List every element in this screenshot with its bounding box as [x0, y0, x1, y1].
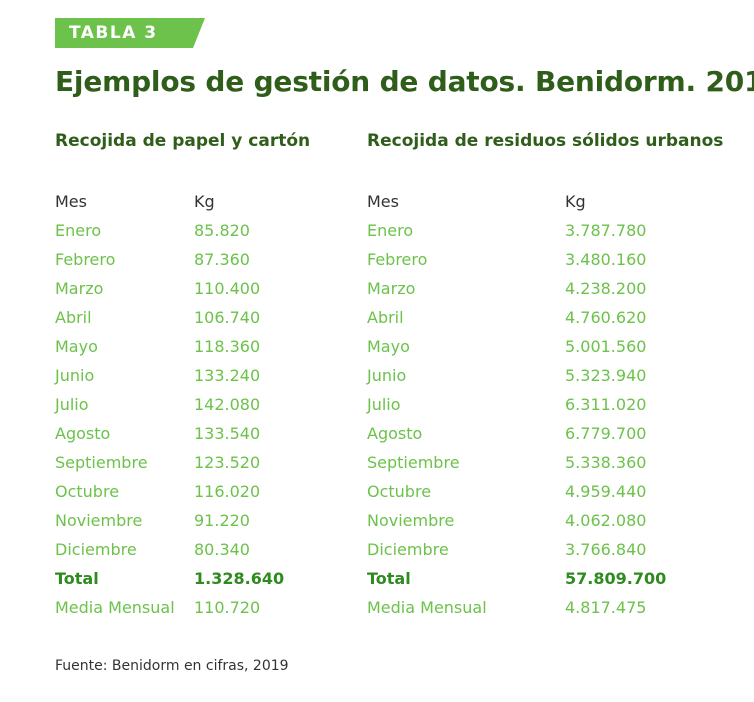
average-label: Media Mensual — [55, 598, 175, 617]
column-header-kg: Kg — [565, 192, 586, 211]
month-cell: Febrero — [367, 250, 428, 269]
kg-cell: 110.400 — [194, 279, 261, 298]
month-cell: Octubre — [367, 482, 432, 501]
month-cell: Noviembre — [367, 511, 455, 530]
month-cell: Abril — [367, 308, 404, 327]
month-cell: Julio — [367, 395, 401, 414]
kg-cell: 3.787.780 — [565, 221, 647, 240]
kg-cell: 123.520 — [194, 453, 261, 472]
kg-cell: 87.360 — [194, 250, 250, 269]
total-value: 57.809.700 — [565, 569, 667, 588]
kg-cell: 5.323.940 — [565, 366, 647, 385]
kg-cell: 6.779.700 — [565, 424, 647, 443]
month-cell: Noviembre — [55, 511, 143, 530]
month-cell: Febrero — [55, 250, 116, 269]
source-note: Fuente: Benidorm en cifras, 2019 — [55, 658, 289, 674]
column-header-month: Mes — [55, 192, 87, 211]
average-label: Media Mensual — [367, 598, 487, 617]
month-cell: Agosto — [55, 424, 111, 443]
average-value: 4.817.475 — [565, 598, 647, 617]
month-cell: Julio — [55, 395, 89, 414]
kg-cell: 91.220 — [194, 511, 250, 530]
total-label: Total — [367, 569, 411, 588]
month-cell: Diciembre — [55, 540, 137, 559]
kg-cell: 116.020 — [194, 482, 261, 501]
kg-cell: 5.338.360 — [565, 453, 647, 472]
kg-cell: 3.480.160 — [565, 250, 647, 269]
kg-cell: 142.080 — [194, 395, 261, 414]
month-cell: Diciembre — [367, 540, 449, 559]
kg-cell: 80.340 — [194, 540, 250, 559]
month-cell: Junio — [55, 366, 95, 385]
month-cell: Enero — [55, 221, 102, 240]
kg-cell: 3.766.840 — [565, 540, 647, 559]
kg-cell: 4.238.200 — [565, 279, 647, 298]
total-value: 1.328.640 — [194, 569, 285, 588]
month-cell: Octubre — [55, 482, 120, 501]
month-cell: Junio — [367, 366, 407, 385]
kg-cell: 118.360 — [194, 337, 261, 356]
section-title-waste: Recojida de residuos sólidos urbanos — [367, 131, 724, 151]
section-title-paper: Recojida de papel y cartón — [55, 131, 311, 151]
table-number-badge: TABLA 3 — [55, 18, 205, 48]
page-title: Ejemplos de gestión de datos. Benidorm. … — [55, 65, 754, 98]
kg-cell: 4.062.080 — [565, 511, 647, 530]
month-cell: Mayo — [55, 337, 98, 356]
month-cell: Septiembre — [367, 453, 460, 472]
kg-cell: 85.820 — [194, 221, 250, 240]
kg-cell: 5.001.560 — [565, 337, 647, 356]
month-cell: Septiembre — [55, 453, 148, 472]
column-header-kg: Kg — [194, 192, 215, 211]
column-header-month: Mes — [367, 192, 399, 211]
month-cell: Marzo — [55, 279, 104, 298]
kg-cell: 4.760.620 — [565, 308, 647, 327]
total-label: Total — [55, 569, 99, 588]
month-cell: Abril — [55, 308, 92, 327]
kg-cell: 106.740 — [194, 308, 261, 327]
month-cell: Marzo — [367, 279, 416, 298]
average-value: 110.720 — [194, 598, 261, 617]
kg-cell: 133.540 — [194, 424, 261, 443]
kg-cell: 133.240 — [194, 366, 261, 385]
month-cell: Enero — [367, 221, 414, 240]
month-cell: Agosto — [367, 424, 423, 443]
month-cell: Mayo — [367, 337, 410, 356]
kg-cell: 6.311.020 — [565, 395, 647, 414]
badge-label: TABLA 3 — [69, 23, 158, 43]
kg-cell: 4.959.440 — [565, 482, 647, 501]
